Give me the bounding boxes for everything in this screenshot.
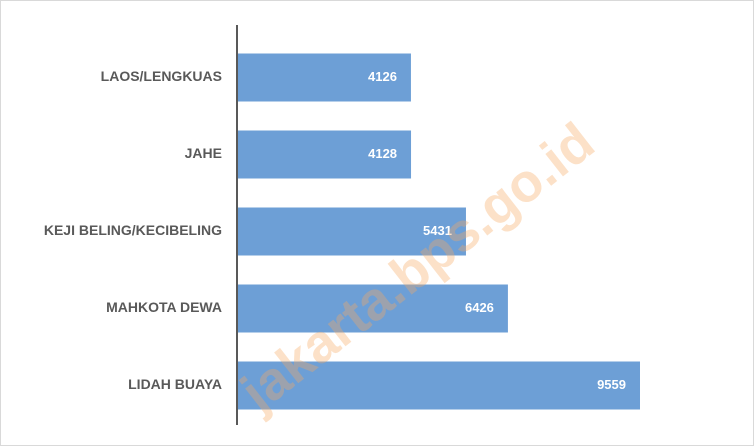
bar <box>238 361 640 410</box>
category-label: KEJI BELING/KECIBELING <box>44 222 222 238</box>
value-label: 4128 <box>368 146 397 161</box>
value-label: 6426 <box>465 300 494 315</box>
bar <box>238 207 466 256</box>
bar <box>238 53 411 102</box>
value-label: 5431 <box>423 223 452 238</box>
value-label: 4126 <box>368 69 397 84</box>
category-label: LIDAH BUAYA <box>128 376 222 392</box>
bar <box>238 130 412 179</box>
category-label: JAHE <box>185 145 222 161</box>
category-label: LAOS/LENGKUAS <box>101 68 222 84</box>
bar <box>238 284 508 333</box>
category-label: MAHKOTA DEWA <box>106 299 222 315</box>
value-label: 9559 <box>597 377 626 392</box>
